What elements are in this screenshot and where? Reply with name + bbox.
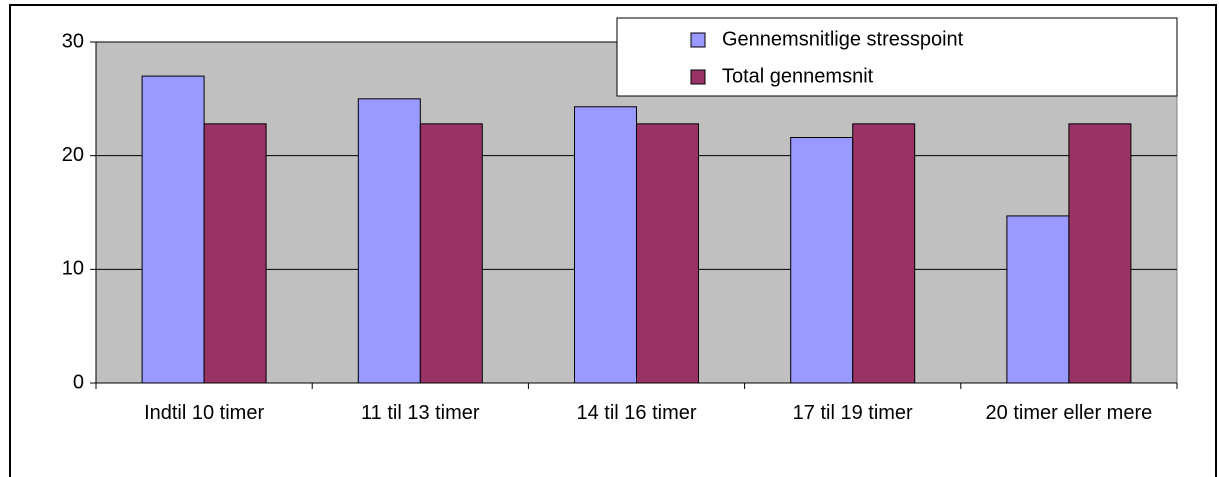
- bar: [357, 98, 421, 384]
- legend-box: [616, 17, 1178, 97]
- x-tick-label: 14 til 16 timer: [576, 402, 697, 424]
- bar: [852, 123, 916, 384]
- chart-border: [9, 4, 1217, 477]
- legend-swatch: [690, 69, 706, 85]
- bar: [141, 75, 205, 384]
- x-tick-label: Indtil 10 timer: [144, 402, 265, 424]
- y-tick-label: 30: [62, 30, 84, 52]
- bar: [790, 136, 854, 384]
- bar: [419, 123, 483, 384]
- bar: [1006, 215, 1070, 384]
- bar: [1068, 123, 1132, 384]
- bar: [574, 106, 637, 384]
- x-tick-label: 17 til 19 timer: [792, 402, 913, 424]
- x-tick-label: 11 til 13 timer: [361, 402, 480, 424]
- legend-label: Gennemsnitlige stresspoint: [722, 28, 964, 50]
- x-tick-label: 20 timer eller mere: [985, 402, 1153, 424]
- bar: [203, 123, 267, 384]
- y-tick-label: 0: [73, 371, 84, 393]
- bar: [636, 123, 699, 384]
- y-tick-label: 20: [62, 144, 84, 166]
- legend-swatch: [690, 32, 706, 48]
- y-tick-label: 10: [62, 258, 84, 280]
- legend-label: Total gennemsnit: [722, 65, 874, 87]
